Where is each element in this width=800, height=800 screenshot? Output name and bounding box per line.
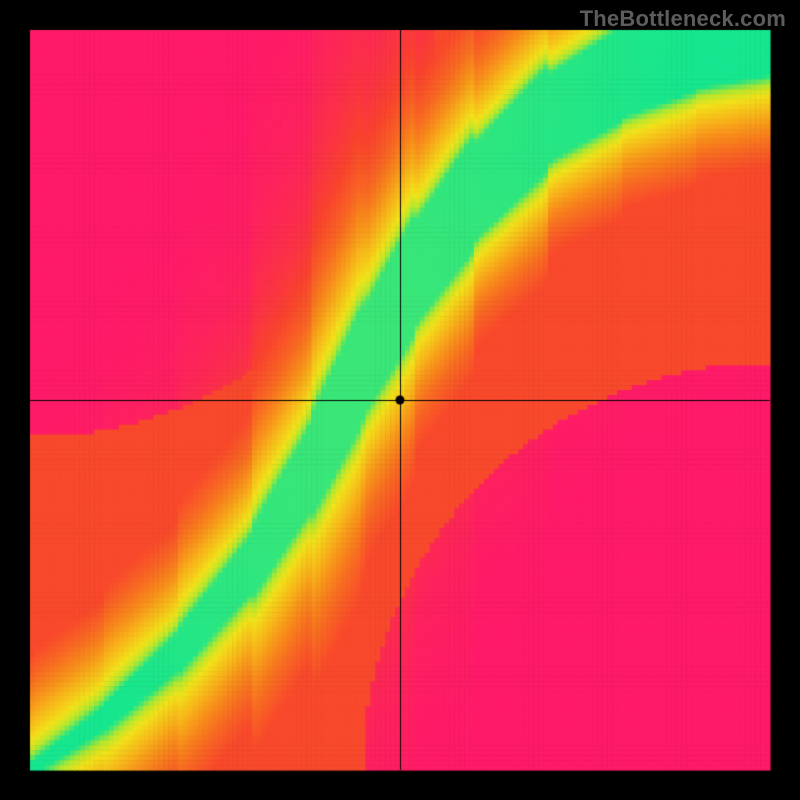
bottleneck-heatmap-container: { "watermark": "TheBottleneck.com", "hea…	[0, 0, 800, 800]
watermark-text: TheBottleneck.com	[580, 6, 786, 32]
bottleneck-heatmap-canvas	[0, 0, 800, 800]
